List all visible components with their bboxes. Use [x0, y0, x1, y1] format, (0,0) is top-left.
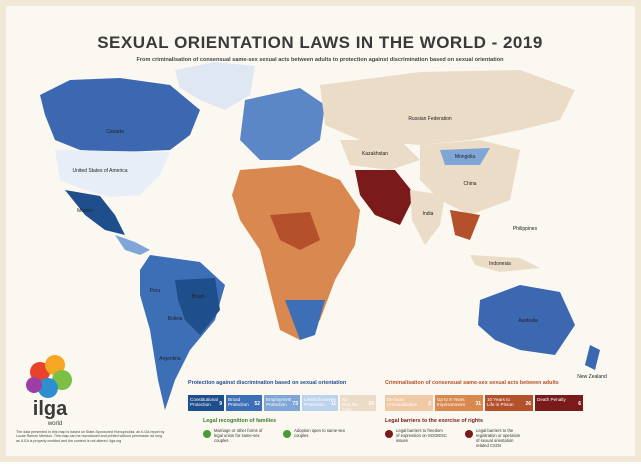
- legend-swatch: [188, 395, 224, 411]
- legend-swatch: [535, 395, 583, 411]
- central-asia: [340, 140, 420, 170]
- europe: [240, 88, 325, 160]
- country-label: Canada: [106, 129, 124, 135]
- legend-title: Legal recognition of families: [203, 418, 276, 424]
- legend-count: 73: [292, 401, 298, 407]
- country-label: Russian Federation: [408, 116, 452, 122]
- country-label: India: [423, 211, 434, 217]
- africa: [232, 165, 360, 340]
- russia: [320, 70, 575, 145]
- country-label: China: [463, 181, 476, 187]
- middle-east: [355, 170, 415, 225]
- legend-label: Employment Protection: [266, 397, 292, 407]
- country-label: Brazil: [192, 294, 205, 300]
- legend: Protection against discrimination based …: [188, 380, 583, 448]
- country-label: Bolivia: [168, 316, 183, 322]
- mexico: [65, 190, 125, 235]
- legend-label: Death Penalty: [537, 397, 567, 402]
- logo-petal: [26, 377, 42, 393]
- country-label: Mexico: [77, 208, 93, 214]
- legend-count: 9: [219, 401, 222, 407]
- legend-icon: [465, 430, 473, 438]
- country-label: United States of America: [72, 168, 127, 174]
- canada: [40, 78, 200, 152]
- legend-swatch: [264, 395, 300, 411]
- legend-swatch: [485, 395, 533, 411]
- landmasses: [40, 62, 600, 410]
- subtitle: From criminalisation of consensual same-…: [136, 57, 504, 63]
- country-label: Argentina: [159, 356, 181, 362]
- india: [410, 190, 445, 245]
- legend-count: 52: [254, 401, 260, 407]
- southern-africa: [285, 300, 325, 340]
- legend-title: Protection against discrimination based …: [188, 380, 346, 386]
- legend-swatch: [340, 395, 376, 411]
- logo-petal: [45, 355, 65, 375]
- logo-name: ilga: [33, 398, 68, 420]
- logo: ilga world: [26, 355, 72, 427]
- legend-count: 11: [331, 401, 337, 407]
- legend-swatch: [226, 395, 262, 411]
- country-label: Peru: [150, 288, 161, 294]
- legend-icon: [203, 430, 211, 438]
- mongolia: [440, 148, 490, 165]
- legend-label: 10 Years to Life in Prison: [487, 397, 514, 407]
- legend-label: Adoption open to same-sex couples: [294, 428, 346, 438]
- legend-label: De facto Criminalisation: [387, 397, 418, 407]
- logo-tagline: world: [47, 421, 62, 427]
- legend-label: Legal barriers to the registration or ope…: [476, 428, 521, 448]
- legend-title: Legal barriers to the exercise of rights: [385, 418, 483, 424]
- southeast-asia: [450, 210, 480, 240]
- indonesia: [470, 255, 540, 272]
- footnote: The data presented in this map is based …: [16, 430, 165, 443]
- central-america: [115, 235, 150, 255]
- legend-icon: [283, 430, 291, 438]
- usa: [55, 150, 170, 197]
- legend-label: No Prot./No Crim.: [342, 397, 359, 412]
- legend-swatch: [385, 395, 433, 411]
- australia: [478, 285, 575, 355]
- greenland: [175, 62, 255, 110]
- legend-title: Criminalisation of consensual same-sex s…: [385, 380, 559, 386]
- legend-count: 50: [368, 401, 374, 407]
- country-label: Mongolia: [455, 154, 476, 160]
- legend-label: Legal barriers to freedom of expression o…: [396, 428, 447, 443]
- country-label: Australia: [518, 318, 538, 324]
- legend-label: Marriage or other forms of legal union fo…: [214, 428, 263, 443]
- brazil: [175, 278, 220, 335]
- country-labels: Canada United States of America Mexico B…: [72, 116, 606, 380]
- legend-count: 26: [525, 401, 531, 407]
- logo-petal: [38, 378, 58, 398]
- country-label: Indonesia: [489, 261, 511, 267]
- logo-petal: [30, 362, 50, 382]
- country-label: Philippines: [513, 226, 538, 232]
- legend-label: Limited/Uneven Protection: [304, 397, 336, 407]
- legend-count: 2: [428, 401, 431, 407]
- legend-label: Broad Protection: [228, 397, 249, 407]
- legend-icon: [385, 430, 393, 438]
- country-label: Kazakhstan: [362, 151, 388, 157]
- legend-swatch: [435, 395, 483, 411]
- legend-swatch: [302, 395, 338, 411]
- footnote-box: The data presented in this map is based …: [16, 430, 165, 443]
- west-africa: [270, 212, 320, 250]
- new-zealand: [585, 345, 600, 370]
- legend-label: Up to 8 Years Imprisonment: [437, 397, 466, 407]
- country-label: New Zealand: [577, 374, 607, 380]
- legend-label: Constitutional Protection: [190, 397, 218, 407]
- legend-count: 6: [578, 401, 581, 407]
- title: SEXUAL ORIENTATION LAWS IN THE WORLD - 2…: [97, 33, 543, 52]
- legend-count: 31: [475, 401, 481, 407]
